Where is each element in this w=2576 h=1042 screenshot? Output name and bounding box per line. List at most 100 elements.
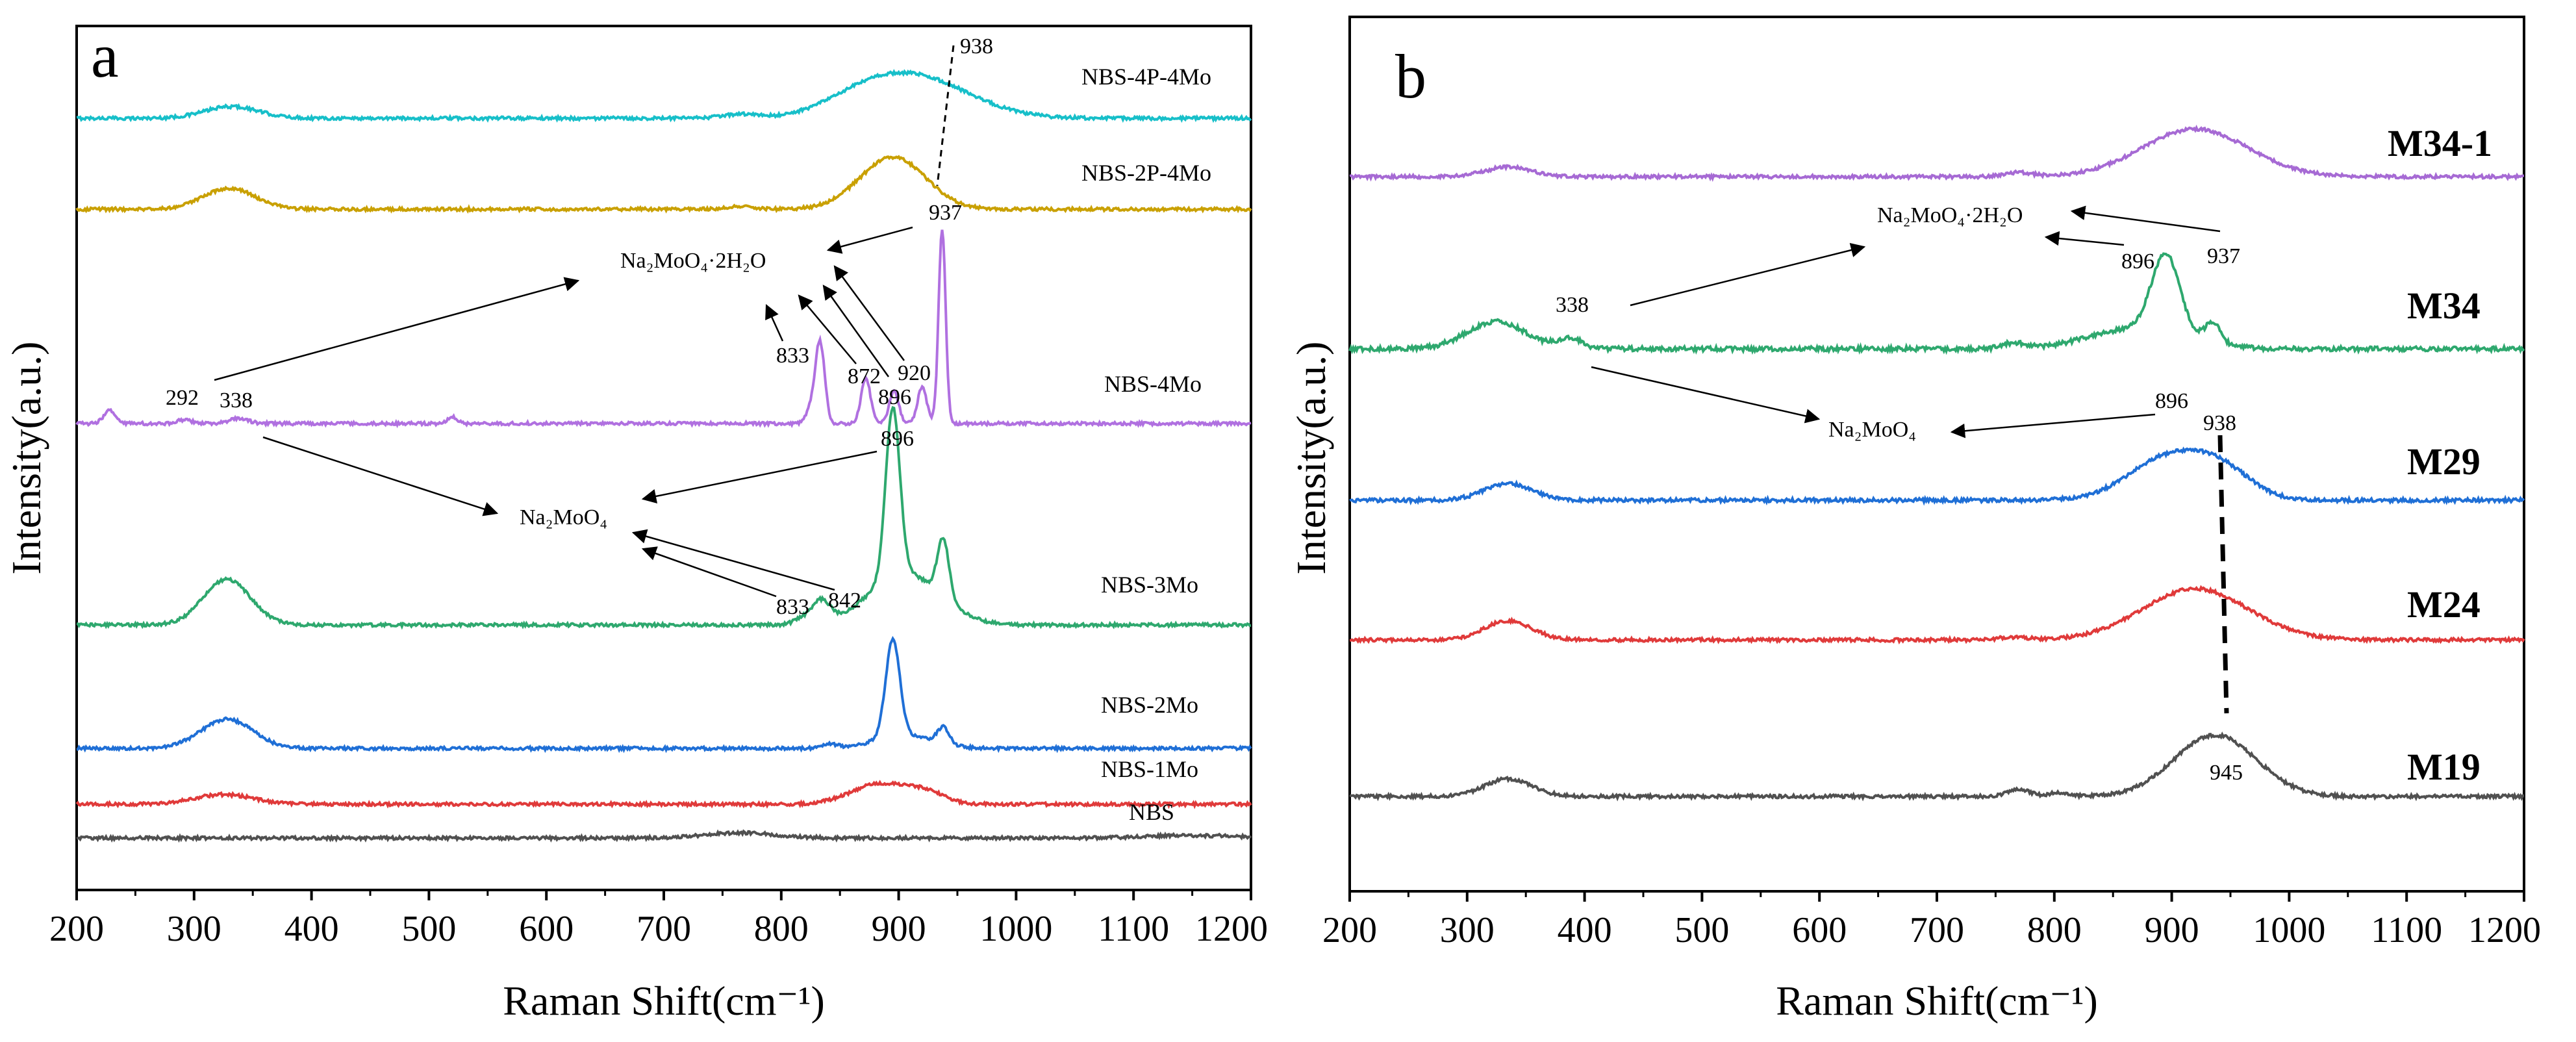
dashed-line-b xyxy=(2217,435,2229,714)
series-line-nbs-4mo xyxy=(75,229,1252,429)
series-line-m19 xyxy=(1349,731,2525,802)
arrow-896-to-hydrate-b xyxy=(2044,231,2125,246)
x-axis-title-b: Raman Shift(cm⁻¹) xyxy=(1776,978,2098,1024)
arrow-896-up xyxy=(822,285,890,377)
series-label-nbs-4mo: NBS-4Mo xyxy=(1104,371,1202,397)
x-tick-label: 500 xyxy=(1674,910,1729,950)
arrow-338-to-hydrate-b xyxy=(1630,242,1866,307)
compound-hydrate-b: Na₂MoO₄·2H₂O xyxy=(1877,203,2023,227)
series-line-nbs xyxy=(76,829,1252,843)
series-label-nbs-4p-4mo: NBS-4P-4Mo xyxy=(1081,64,1211,90)
x-tick-label: 1000 xyxy=(979,909,1052,949)
series-line-nbs-2mo xyxy=(76,635,1252,754)
series-line-m29 xyxy=(1349,446,2525,506)
panel-letter-a: a xyxy=(91,21,119,90)
series-line-nbs-3mo xyxy=(76,405,1252,630)
x-tick-label: 600 xyxy=(1792,910,1847,950)
series-labels-a: NBS-4P-4Mo NBS-2P-4Mo NBS-4Mo NBS-3Mo NBS-2M… xyxy=(1081,64,1211,825)
compound-anhydrous-b: Na₂MoO₄ xyxy=(1828,418,1916,442)
series-line-m34 xyxy=(1348,252,2525,355)
x-tick-label: 600 xyxy=(519,909,574,949)
series-group-b xyxy=(1348,124,2525,802)
anno-842: 842 xyxy=(828,589,861,613)
x-tick-label: 300 xyxy=(167,909,221,949)
arrow-896-to-anhydrous xyxy=(641,450,878,504)
x-tick-label: 700 xyxy=(637,909,691,949)
arrow-937-to-hydrate-b xyxy=(2070,205,2221,233)
series-label-nbs-3mo: NBS-3Mo xyxy=(1101,572,1198,598)
panel-a: a NBS-4P-4MoNBS-2P-4MoNBS-4MoNBS-3MoNBS-… xyxy=(3,21,1268,1024)
series-label-m34-1: M34-1 xyxy=(2388,122,2492,164)
panel-b: b M34-1 M34 M29 M24 M19 200 300 400 500 600 700 80… xyxy=(1288,16,2541,1024)
x-ticks-a: 200 300 400 500 600 700 800 900 1000 1100 1200 xyxy=(49,890,1268,949)
annotations-b: Na₂MoO₄·2H₂O 896 937 338 Na₂MoO₄ 896 938… xyxy=(1556,203,2243,785)
arrow-920-up xyxy=(833,265,905,361)
anno-896-a: 896 xyxy=(878,385,911,409)
x-ticks-b: 200 300 400 500 600 700 800 900 1000 1100 1200 xyxy=(1322,891,2541,950)
annotations-a: 938 937 Na₂MoO₄·2H₂O 292 338 833 872 896… xyxy=(166,34,993,619)
x-tick-label: 1000 xyxy=(2253,910,2325,950)
anno-338-a: 338 xyxy=(220,388,253,413)
x-tick-label: 1100 xyxy=(1098,909,1169,949)
anno-938-b: 938 xyxy=(2203,411,2236,435)
series-label-nbs: NBS xyxy=(1129,799,1174,825)
anno-896-b: 896 xyxy=(881,427,914,451)
arrow-896-to-anhydrous-b xyxy=(1950,413,2156,438)
x-tick-label: 200 xyxy=(1322,910,1377,950)
x-tick-label: 900 xyxy=(872,909,926,949)
plot-frame-a xyxy=(75,25,1252,891)
x-tick-label: 400 xyxy=(1558,910,1612,950)
y-axis-title-b: Intensity(a.u.) xyxy=(1288,342,1334,575)
x-tick-label: 800 xyxy=(754,909,809,949)
series-label-m19: M19 xyxy=(2407,746,2481,788)
series-line-nbs-2p-4mo xyxy=(75,155,1252,214)
series-line-m24 xyxy=(1349,585,2525,645)
series-label-nbs-2p-4mo: NBS-2P-4Mo xyxy=(1081,160,1211,186)
anno-896-b2: 896 xyxy=(2155,389,2188,413)
arrow-292-to-hydrate xyxy=(214,277,580,381)
x-axis-title-a: Raman Shift(cm⁻¹) xyxy=(503,978,825,1024)
anno-872: 872 xyxy=(848,364,881,388)
y-axis-title-a: Intensity(a.u.) xyxy=(3,342,49,575)
series-line-nbs-1mo xyxy=(75,780,1252,809)
series-line-m34-1 xyxy=(1349,124,2525,182)
anno-292: 292 xyxy=(166,386,199,410)
x-tick-label: 700 xyxy=(1910,910,1964,950)
series-group-a xyxy=(75,69,1252,843)
anno-937-b: 937 xyxy=(2207,244,2240,268)
anno-833-b: 833 xyxy=(776,595,809,619)
arrow-842-to-anhydrous xyxy=(631,529,835,591)
arrow-833-up xyxy=(765,303,784,342)
arrow-937-to-hydrate xyxy=(826,226,913,254)
dashed-shift-line-a xyxy=(936,45,955,186)
x-tick-label: 200 xyxy=(49,909,104,949)
anno-945-b: 945 xyxy=(2210,761,2243,785)
x-tick-label: 1200 xyxy=(1195,909,1268,949)
series-labels-b: M34-1 M34 M29 M24 M19 xyxy=(2388,122,2492,788)
series-label-m24: M24 xyxy=(2407,583,2481,626)
series-label-m34: M34 xyxy=(2407,285,2481,327)
arrow-338-to-anhydrous xyxy=(262,436,499,516)
anno-896-b1: 896 xyxy=(2121,249,2154,273)
compound-hydrate-a: Na₂MoO₄·2H₂O xyxy=(620,249,766,273)
arrow-872-up xyxy=(798,294,857,364)
x-tick-label: 500 xyxy=(401,909,456,949)
anno-937-a: 937 xyxy=(929,201,962,225)
x-tick-label: 1100 xyxy=(2371,910,2442,950)
plot-frame-b xyxy=(1348,16,2525,893)
compound-anhydrous-a: Na₂MoO₄ xyxy=(520,505,607,529)
anno-338-b: 338 xyxy=(1556,293,1589,317)
series-label-m29: M29 xyxy=(2407,440,2481,483)
series-label-nbs-1mo: NBS-1Mo xyxy=(1101,756,1198,782)
arrow-338-to-anhydrous-b xyxy=(1591,366,1821,424)
panel-letter-b: b xyxy=(1395,42,1426,111)
series-label-nbs-2mo: NBS-2Mo xyxy=(1101,692,1198,718)
anno-833-a: 833 xyxy=(776,344,809,368)
x-tick-label: 900 xyxy=(2145,910,2199,950)
series-line-nbs-4p-4mo xyxy=(76,69,1252,123)
x-tick-label: 800 xyxy=(2027,910,2082,950)
x-tick-label: 400 xyxy=(284,909,339,949)
x-tick-label: 300 xyxy=(1440,910,1495,950)
x-tick-label: 1200 xyxy=(2468,910,2541,950)
